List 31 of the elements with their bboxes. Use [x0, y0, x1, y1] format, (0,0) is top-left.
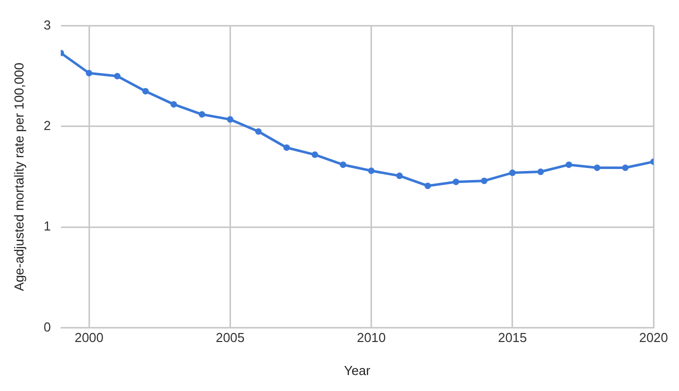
point	[622, 164, 629, 171]
point	[509, 170, 516, 176]
point	[114, 72, 121, 80]
point	[198, 111, 206, 118]
x-tick-label: 2000	[74, 330, 104, 346]
point	[283, 144, 290, 151]
x-tick-label: 2020	[639, 330, 668, 346]
point	[170, 101, 177, 108]
point	[255, 128, 262, 135]
point	[396, 172, 403, 180]
y-tick-label: 1	[44, 218, 51, 234]
point	[480, 178, 488, 184]
y-tick-label: 0	[44, 319, 51, 334]
point	[226, 116, 234, 123]
y-tick-label: 2	[44, 118, 51, 134]
point	[537, 168, 544, 176]
x-tick-label: 2015	[498, 330, 527, 346]
point	[368, 168, 375, 174]
point	[452, 178, 460, 186]
point	[142, 88, 149, 94]
point	[86, 70, 92, 76]
point	[312, 151, 318, 158]
x-axis-title: Year	[344, 362, 371, 378]
x-tick-label: 2010	[356, 330, 386, 346]
x-tick-label: 2005	[216, 330, 245, 346]
y-tick-label: 3	[44, 17, 51, 32]
point	[424, 182, 431, 190]
point	[566, 161, 572, 168]
point	[340, 161, 346, 168]
y-axis-title: Age-adjusted mortality rate per 100,000	[11, 62, 26, 291]
point	[594, 164, 600, 171]
